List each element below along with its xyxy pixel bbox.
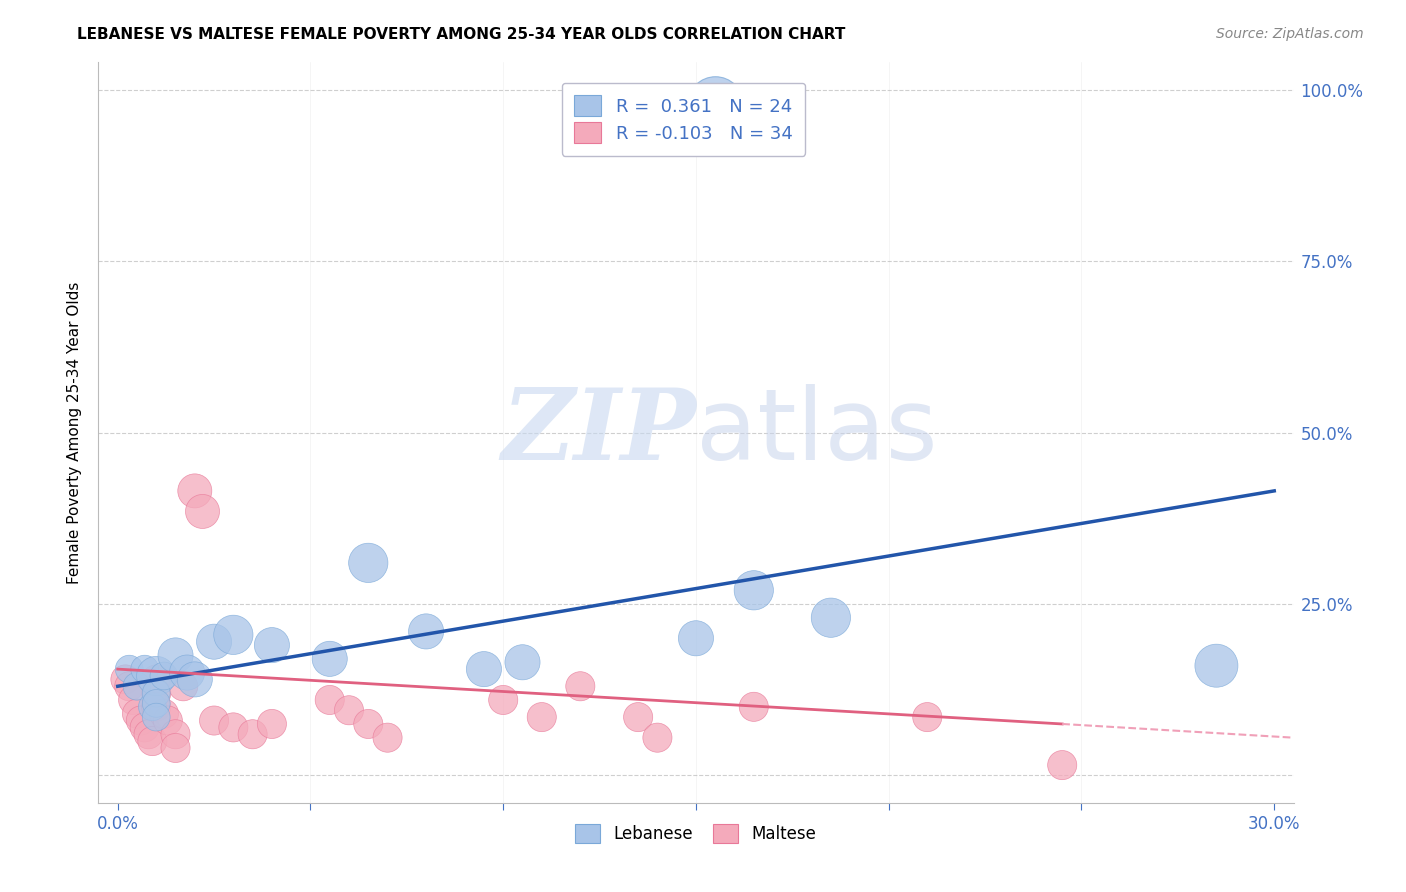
Point	[114, 673, 136, 687]
Y-axis label: Female Poverty Among 25-34 Year Olds: Female Poverty Among 25-34 Year Olds	[67, 282, 83, 583]
Point	[704, 96, 727, 111]
Legend: Lebanese, Maltese: Lebanese, Maltese	[568, 817, 824, 850]
Point	[184, 483, 207, 498]
Point	[165, 648, 187, 663]
Point	[172, 679, 194, 693]
Point	[472, 662, 495, 676]
Text: LEBANESE VS MALTESE FEMALE POVERTY AMONG 25-34 YEAR OLDS CORRELATION CHART: LEBANESE VS MALTESE FEMALE POVERTY AMONG…	[77, 27, 845, 42]
Point	[125, 706, 148, 721]
Point	[242, 727, 264, 741]
Point	[176, 665, 198, 680]
Point	[260, 638, 283, 652]
Point	[145, 673, 167, 687]
Point	[118, 662, 141, 676]
Text: Source: ZipAtlas.com: Source: ZipAtlas.com	[1216, 27, 1364, 41]
Point	[820, 610, 842, 624]
Point	[145, 669, 167, 683]
Point	[202, 714, 225, 728]
Point	[145, 686, 167, 700]
Point	[118, 679, 141, 693]
Point	[125, 679, 148, 693]
Text: atlas: atlas	[696, 384, 938, 481]
Point	[357, 556, 380, 570]
Point	[319, 652, 342, 666]
Point	[415, 624, 437, 639]
Point	[1050, 758, 1073, 772]
Point	[742, 583, 765, 598]
Point	[222, 628, 245, 642]
Point	[141, 734, 163, 748]
Point	[337, 703, 360, 717]
Point	[512, 655, 534, 669]
Point	[145, 686, 167, 700]
Point	[569, 679, 592, 693]
Point	[357, 717, 380, 731]
Text: ZIP: ZIP	[501, 384, 696, 481]
Point	[153, 706, 176, 721]
Point	[141, 699, 163, 714]
Point	[492, 693, 515, 707]
Point	[165, 741, 187, 756]
Point	[319, 693, 342, 707]
Point	[1205, 658, 1227, 673]
Point	[129, 714, 152, 728]
Point	[153, 669, 176, 683]
Point	[202, 634, 225, 648]
Point	[184, 673, 207, 687]
Point	[145, 710, 167, 724]
Point	[122, 693, 145, 707]
Point	[191, 504, 214, 518]
Point	[134, 720, 156, 734]
Point	[260, 717, 283, 731]
Point	[156, 714, 179, 728]
Point	[917, 710, 939, 724]
Point	[138, 727, 160, 741]
Point	[685, 632, 707, 646]
Point	[222, 720, 245, 734]
Point	[647, 731, 669, 745]
Point	[134, 662, 156, 676]
Point	[165, 727, 187, 741]
Point	[742, 699, 765, 714]
Point	[377, 731, 399, 745]
Point	[530, 710, 553, 724]
Point	[627, 710, 650, 724]
Point	[145, 699, 167, 714]
Point	[145, 697, 167, 711]
